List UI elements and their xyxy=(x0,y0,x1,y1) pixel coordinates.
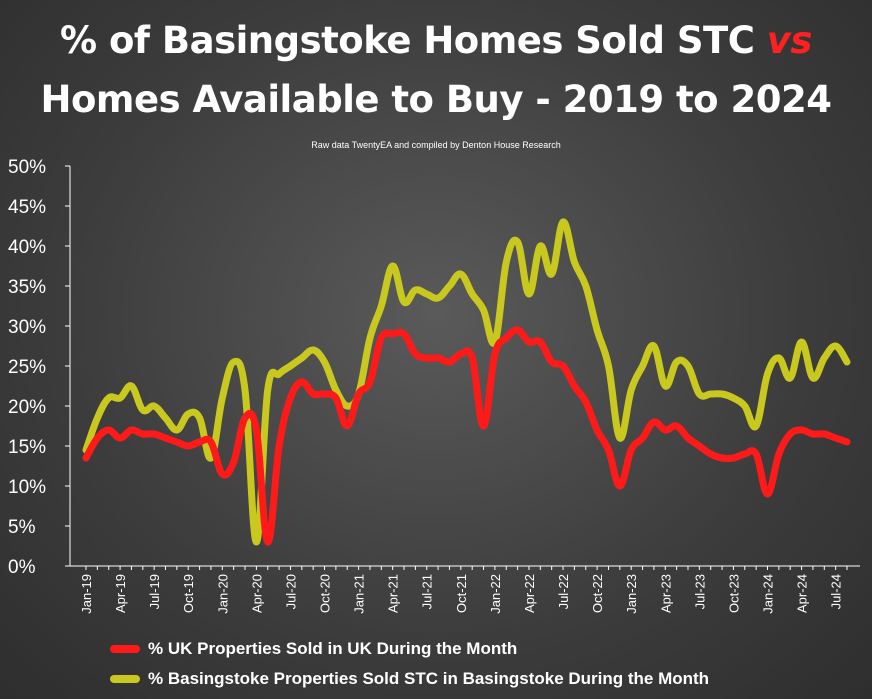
x-tick-label: Apr-22 xyxy=(522,574,537,613)
x-tick-label: Oct-22 xyxy=(590,574,605,613)
y-axis: 0% 5% 10% 15% 20% 25% 30% 35% 40% 45% 50% xyxy=(8,157,71,578)
title-vs: vs xyxy=(766,19,813,62)
legend-swatch-uk xyxy=(110,645,140,653)
x-tick-label: Apr-21 xyxy=(386,574,401,613)
x-tick-label: Apr-23 xyxy=(658,574,673,613)
x-tick-label: Jan-19 xyxy=(79,574,94,614)
y-tick-label: 30% xyxy=(8,317,46,338)
legend-item-uk: % UK Properties Sold in UK During the Mo… xyxy=(110,639,517,659)
y-tick-label: 10% xyxy=(8,477,46,498)
x-tick-label: Oct-23 xyxy=(726,574,741,613)
y-tick-label: 0% xyxy=(8,557,36,578)
x-tick-label: Jul-22 xyxy=(556,574,571,609)
series-layer xyxy=(82,218,851,546)
x-tick-label: Jul-23 xyxy=(692,574,707,609)
chart-title-line-1: % of Basingstoke Homes Sold STC vs xyxy=(0,19,872,62)
x-tick-label: Jan-21 xyxy=(352,574,367,614)
legend-label-basingstoke: % Basingstoke Properties Sold STC in Bas… xyxy=(148,669,710,688)
y-tick-label: 40% xyxy=(8,237,46,258)
x-tick-label: Apr-20 xyxy=(249,574,264,613)
x-tick-label: Jan-24 xyxy=(760,574,775,614)
legend-swatch-basingstoke xyxy=(110,675,140,683)
x-tick-label: Jan-23 xyxy=(624,574,639,614)
x-tick-label: Oct-19 xyxy=(181,574,196,613)
series-line xyxy=(82,218,851,546)
line-chart: 0% 5% 10% 15% 20% 25% 30% 35% 40% 45% 50% Jan-19 Ap… xyxy=(8,157,860,614)
series-line xyxy=(82,326,851,546)
x-tick-label: Jan-20 xyxy=(215,574,230,614)
y-tick-label: 25% xyxy=(8,357,46,378)
x-tick-label: Oct-21 xyxy=(454,574,469,613)
y-tick-label: 20% xyxy=(8,397,46,418)
chart-title-line-2: Homes Available to Buy - 2019 to 2024 xyxy=(40,78,832,121)
legend-item-basingstoke: % Basingstoke Properties Sold STC in Bas… xyxy=(110,669,709,689)
x-tick-label: Oct-20 xyxy=(318,574,333,613)
title-text: % of Basingstoke Homes Sold STC xyxy=(60,19,767,62)
y-tick-label: 45% xyxy=(8,197,46,218)
chart-subtitle: Raw data TwentyEA and compiled by Denton… xyxy=(311,140,561,150)
x-tick-label: Jul-24 xyxy=(829,574,844,609)
y-tick-label: 50% xyxy=(8,157,46,178)
series-uk xyxy=(82,326,851,546)
x-tick-label: Jan-22 xyxy=(488,574,503,614)
y-tick-label: 5% xyxy=(8,517,36,538)
series-basingstoke xyxy=(82,218,851,546)
x-tick-label: Jul-20 xyxy=(283,574,298,609)
y-tick-label: 15% xyxy=(8,437,46,458)
x-tick-label: Jul-21 xyxy=(420,574,435,609)
legend-label-uk: % UK Properties Sold in UK During the Mo… xyxy=(148,639,518,658)
y-tick-label: 35% xyxy=(8,277,46,298)
x-tick-label: Apr-24 xyxy=(795,574,810,613)
x-tick-label: Apr-19 xyxy=(113,574,128,613)
x-tick-label: Jul-19 xyxy=(147,574,162,609)
x-axis: Jan-19 Apr-19 Jul-19 Oct-19 Jan-20 Apr-20 Jul-… xyxy=(70,565,860,614)
